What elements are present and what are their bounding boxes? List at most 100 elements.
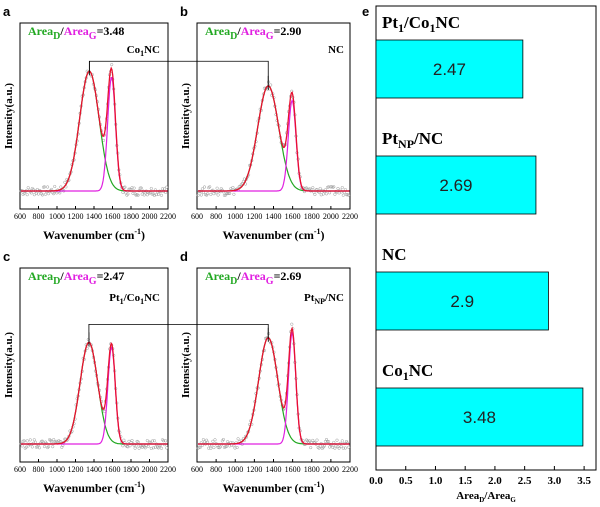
plot-frame bbox=[196, 22, 351, 210]
g-band-curve bbox=[198, 331, 350, 445]
raw-point bbox=[165, 446, 169, 450]
raw-point bbox=[46, 185, 50, 189]
raw-point bbox=[324, 192, 329, 196]
y-axis-label: Intensity(a.u.) bbox=[180, 332, 192, 398]
raw-point bbox=[337, 446, 341, 450]
raw-point bbox=[164, 439, 168, 443]
sample-label: PtNP/NC bbox=[304, 292, 344, 306]
raw-point bbox=[221, 437, 225, 442]
x-tick-label: 2.0 bbox=[488, 475, 502, 487]
sample-label: Co1NC bbox=[127, 44, 160, 58]
category-label: Pt1/Co1NC bbox=[382, 13, 460, 35]
x-axis-label: Wavenumber (cm-1) bbox=[43, 480, 145, 495]
raw-point bbox=[198, 445, 202, 449]
raw-point bbox=[328, 445, 332, 449]
x-tick-label: 1600 bbox=[105, 212, 121, 221]
raw-point bbox=[309, 446, 313, 450]
raw-point bbox=[42, 445, 47, 449]
x-tick-label: 2200 bbox=[342, 465, 358, 474]
x-tick-label: 1.5 bbox=[458, 475, 472, 487]
x-tick-label: 1000 bbox=[227, 212, 243, 221]
raw-point bbox=[224, 192, 229, 196]
raw-point bbox=[122, 438, 126, 442]
raw-point bbox=[59, 185, 63, 189]
raw-point bbox=[201, 438, 205, 442]
raw-point bbox=[327, 440, 331, 444]
raw-point bbox=[143, 446, 147, 450]
raw-point bbox=[196, 193, 200, 197]
raw-point bbox=[159, 193, 164, 197]
raw-point bbox=[152, 193, 156, 197]
raw-point bbox=[235, 445, 239, 450]
raw-point bbox=[30, 445, 34, 449]
x-tick-label: 600 bbox=[14, 465, 26, 474]
x-tick-label: 2200 bbox=[160, 465, 176, 474]
bar-value-label: 2.69 bbox=[439, 176, 472, 195]
bar bbox=[375, 387, 584, 447]
x-tick-label: 1.0 bbox=[429, 475, 443, 487]
x-tick-label: 600 bbox=[191, 465, 203, 474]
raw-point bbox=[50, 440, 54, 444]
raw-point bbox=[227, 191, 231, 195]
raw-point bbox=[327, 185, 331, 189]
area-ratio-label: AreaD/AreaG=2.47 bbox=[28, 269, 124, 287]
raw-point bbox=[26, 186, 30, 190]
raman-panel-b: b 600 800 1000 1200 1400 1600 1800 2000 2200 Waven… bbox=[180, 4, 358, 242]
raw-point bbox=[311, 186, 315, 190]
raw-point bbox=[215, 186, 219, 190]
fit-curve bbox=[198, 85, 350, 192]
raw-point bbox=[145, 193, 149, 197]
fit-curve bbox=[20, 341, 168, 445]
raw-point bbox=[304, 438, 309, 442]
x-tick-label: 1400 bbox=[86, 212, 102, 221]
raw-point bbox=[47, 445, 51, 449]
raw-point bbox=[228, 191, 232, 195]
y-axis-label: Intensity(a.u.) bbox=[3, 83, 15, 149]
raw-point bbox=[153, 445, 157, 449]
category-label: PtNP/NC bbox=[382, 129, 443, 151]
fit-curve bbox=[20, 66, 168, 192]
raman-panel-d: d 600 800 1000 1200 1400 1600 1800 2000 2200 Waven… bbox=[180, 249, 358, 495]
x-tick-label: 1000 bbox=[227, 465, 243, 474]
raw-point bbox=[149, 446, 153, 450]
bar bbox=[375, 39, 524, 99]
panel-letter: d bbox=[180, 249, 188, 264]
raw-point bbox=[347, 193, 351, 197]
raw-point bbox=[207, 446, 211, 450]
raw-point bbox=[121, 444, 125, 448]
raw-point bbox=[149, 186, 153, 191]
raw-point bbox=[137, 446, 141, 450]
raw-point bbox=[163, 187, 167, 191]
raw-point bbox=[53, 184, 57, 189]
fit-curve bbox=[198, 326, 350, 445]
raw-point bbox=[343, 446, 347, 450]
raw-point bbox=[126, 192, 130, 196]
raw-point bbox=[325, 439, 330, 443]
raw-point bbox=[146, 444, 150, 448]
raw-point bbox=[336, 186, 340, 191]
x-tick-label: 800 bbox=[210, 465, 222, 474]
raw-point bbox=[63, 437, 67, 441]
x-tick-label: 800 bbox=[33, 212, 45, 221]
raw-point bbox=[332, 440, 336, 444]
raw-point bbox=[212, 446, 216, 450]
raw-point bbox=[200, 187, 204, 191]
raw-point bbox=[202, 185, 207, 189]
raw-point bbox=[23, 446, 27, 450]
x-tick-label: 1000 bbox=[49, 212, 65, 221]
raw-point bbox=[145, 439, 149, 443]
raw-point bbox=[313, 192, 317, 197]
raw-point bbox=[132, 186, 136, 190]
x-tick-label: 2.5 bbox=[518, 475, 532, 487]
x-tick-label: 600 bbox=[14, 212, 26, 221]
x-tick-label: 0.0 bbox=[369, 475, 383, 487]
raw-point bbox=[130, 438, 134, 443]
area-ratio-label: AreaD/AreaG=3.48 bbox=[28, 24, 124, 42]
raw-point bbox=[339, 444, 343, 449]
raw-point bbox=[197, 445, 201, 449]
g-band-curve bbox=[198, 98, 350, 192]
raw-point bbox=[52, 192, 56, 196]
x-axis-label: Wavenumber (cm-1) bbox=[222, 227, 324, 242]
x-tick-label: 1800 bbox=[304, 465, 320, 474]
